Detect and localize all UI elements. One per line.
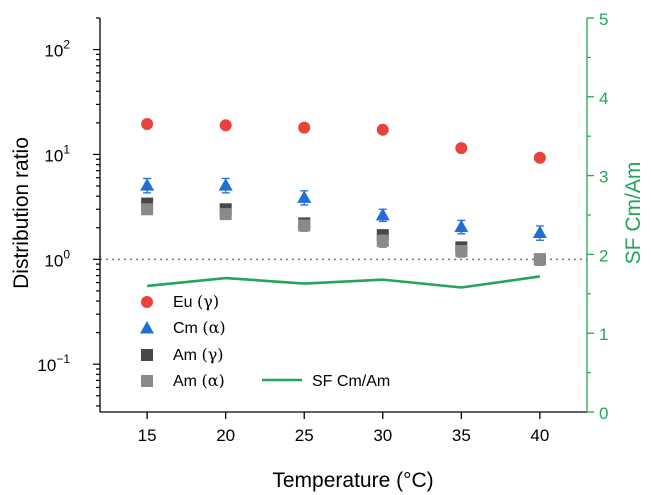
legend-marker	[141, 296, 153, 308]
data-point-cm-1	[454, 219, 469, 233]
axes	[93, 17, 594, 419]
x-tick-label: 20	[216, 426, 235, 445]
y2-tick-label: 1	[599, 325, 608, 344]
data-point-cm-1	[140, 178, 155, 191]
sf-line	[146, 275, 541, 289]
legend-label: SF Cm/Am	[312, 373, 390, 390]
data-point-am-3	[533, 253, 546, 266]
data-point-eu-0	[219, 119, 232, 132]
data-point-eu-0	[455, 142, 468, 155]
y-tick-label: 101	[44, 142, 70, 165]
y2-axis-title: SF Cm/Am	[622, 162, 645, 265]
data-point-am-3	[219, 208, 232, 221]
y-tick-label: 10−1	[37, 352, 70, 375]
y2-tick-label: 4	[599, 89, 608, 108]
y-tick-label: 102	[44, 38, 70, 61]
legend-label: Cm (α)	[173, 318, 226, 337]
tick-labels: 15 20 25 30 35 40 102 101 100 10−1 0 1 2 3 4 5	[37, 10, 608, 445]
data-point-cm-1	[218, 178, 233, 191]
x-tick-label: 35	[452, 426, 471, 445]
legend-label: Am (α)	[173, 371, 225, 390]
y2-tick-label: 0	[599, 404, 608, 423]
data-point-am-3	[376, 234, 389, 247]
x-tick-label: 25	[295, 426, 314, 445]
legend-marker	[141, 375, 153, 387]
y2-tick-label: 5	[599, 10, 608, 29]
y2-tick-label: 3	[599, 168, 608, 187]
x-tick-label: 30	[373, 426, 392, 445]
data-point-eu-0	[141, 118, 154, 131]
data-points	[140, 118, 547, 266]
legend: Eu (γ) Cm (α) Am (γ) Am (α) SF Cm/Am	[140, 292, 390, 390]
legend-marker	[141, 349, 153, 361]
data-point-eu-0	[533, 151, 546, 164]
y-axis-title: Distribution ratio	[10, 137, 33, 289]
sf-line-group	[146, 275, 541, 289]
legend-marker	[140, 321, 154, 334]
x-axis-title: Temperature (°C)	[272, 469, 433, 492]
data-point-am-3	[298, 219, 311, 232]
y-tick-label: 100	[44, 247, 70, 270]
x-tick-label: 40	[530, 426, 549, 445]
legend-label: Eu (γ)	[173, 292, 219, 311]
data-point-cm-1	[297, 190, 312, 203]
data-point-eu-0	[376, 123, 389, 136]
data-point-am-3	[455, 245, 468, 258]
x-tick-label: 15	[138, 426, 157, 445]
data-point-am-3	[141, 203, 154, 216]
data-point-cm-1	[375, 207, 390, 221]
data-point-cm-1	[532, 225, 547, 239]
legend-label: Am (γ)	[173, 345, 224, 364]
data-point-eu-0	[298, 121, 311, 134]
y2-tick-label: 2	[599, 246, 608, 265]
